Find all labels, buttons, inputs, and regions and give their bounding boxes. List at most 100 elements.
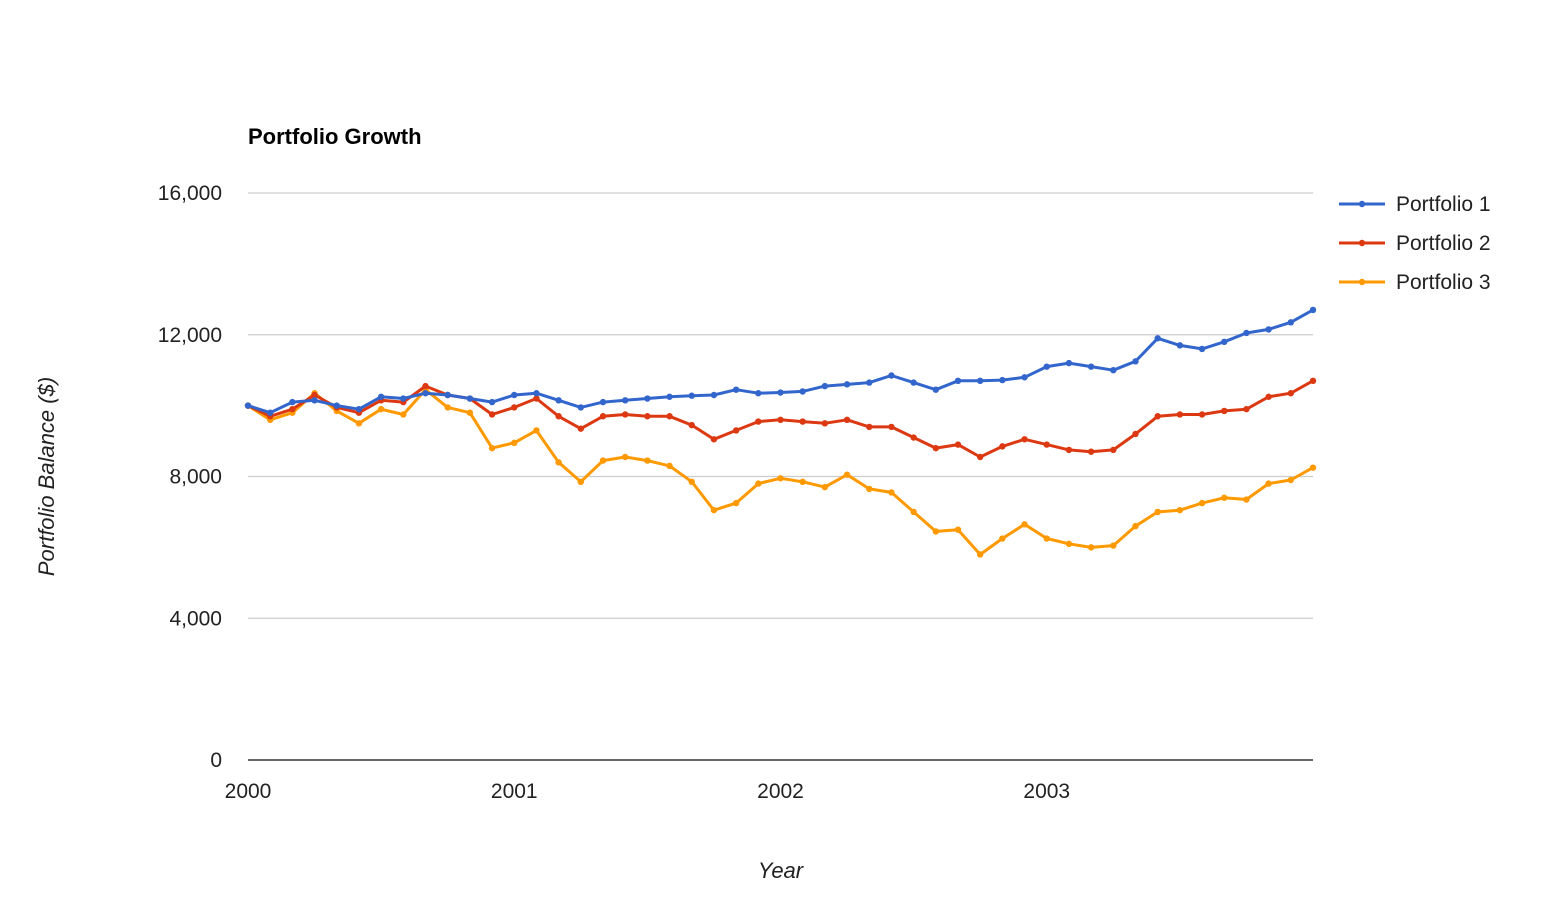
data-point <box>488 444 496 452</box>
data-point <box>666 413 673 420</box>
data-point <box>843 471 851 478</box>
data-point <box>1065 446 1073 454</box>
data-point <box>377 393 385 400</box>
data-point <box>355 405 363 413</box>
data-point <box>932 528 940 535</box>
x-tick-label: 2001 <box>491 780 538 803</box>
data-point <box>555 413 562 420</box>
data-point <box>1065 359 1073 367</box>
data-point <box>999 535 1006 542</box>
data-point <box>488 398 496 406</box>
data-point <box>289 405 296 413</box>
series-line <box>247 388 1314 556</box>
data-point <box>621 397 629 404</box>
data-point <box>599 457 607 464</box>
data-point <box>1065 540 1073 548</box>
data-point <box>954 526 962 533</box>
data-point <box>732 427 740 434</box>
data-point <box>1221 494 1228 501</box>
data-point <box>666 462 673 470</box>
data-point <box>466 395 474 402</box>
data-point <box>710 391 718 399</box>
data-point <box>1021 521 1028 528</box>
data-point <box>555 397 562 404</box>
legend-marker <box>1358 200 1366 208</box>
data-point <box>1110 542 1117 549</box>
data-point <box>1021 374 1028 381</box>
y-axis-title: Portfolio Balance ($) <box>34 377 59 576</box>
data-point <box>644 395 651 402</box>
data-point <box>732 499 740 507</box>
data-point <box>444 391 451 399</box>
data-point <box>1176 506 1184 514</box>
data-point <box>1265 480 1272 487</box>
data-point <box>621 411 629 418</box>
data-point <box>1287 390 1295 397</box>
data-point <box>821 483 829 491</box>
data-point <box>1176 411 1184 418</box>
data-point <box>1309 377 1317 385</box>
data-point <box>400 411 407 418</box>
data-point <box>888 372 895 379</box>
data-point <box>688 392 695 399</box>
data-point <box>466 409 474 416</box>
data-point <box>289 398 296 406</box>
data-point <box>1087 448 1095 455</box>
data-point <box>533 395 540 402</box>
data-point <box>777 389 784 396</box>
data-point <box>932 444 940 452</box>
data-point <box>1154 508 1161 516</box>
data-point <box>777 475 784 482</box>
data-point <box>710 436 718 443</box>
data-point <box>1132 430 1139 438</box>
data-point <box>910 508 917 516</box>
data-point <box>799 418 806 425</box>
data-point <box>1087 363 1095 370</box>
legend-marker <box>1358 239 1366 247</box>
x-axis-title: Year <box>758 858 805 883</box>
data-point <box>999 443 1006 450</box>
x-tick-label: 2000 <box>225 780 272 803</box>
data-point <box>422 382 429 390</box>
data-point <box>511 404 518 411</box>
y-tick-label: 16,000 <box>158 182 222 205</box>
y-tick-label: 8,000 <box>169 466 222 489</box>
chart-title: Portfolio Growth <box>248 124 422 149</box>
data-point <box>1265 326 1272 333</box>
data-point <box>266 409 274 416</box>
data-point <box>710 506 718 514</box>
data-point <box>1198 499 1206 507</box>
data-point <box>533 390 540 397</box>
data-point <box>1265 393 1272 400</box>
series-line <box>247 308 1314 415</box>
data-point <box>688 421 695 429</box>
data-point <box>644 413 651 420</box>
data-point <box>888 423 895 431</box>
data-point <box>1287 476 1295 484</box>
data-point <box>976 453 984 461</box>
y-tick-label: 4,000 <box>169 607 222 630</box>
data-point <box>244 402 252 409</box>
data-point <box>577 478 585 486</box>
data-point <box>1021 436 1028 443</box>
data-point <box>577 425 585 432</box>
data-point <box>400 395 407 402</box>
data-point <box>1087 544 1095 551</box>
data-point <box>755 418 762 425</box>
legend-label: Portfolio 3 <box>1396 271 1491 294</box>
data-point <box>311 391 318 399</box>
data-point <box>533 427 540 434</box>
data-point <box>910 379 917 386</box>
data-point <box>333 402 340 409</box>
data-point <box>1132 522 1139 530</box>
data-point <box>644 457 651 464</box>
data-point <box>866 423 873 431</box>
data-point <box>599 413 607 420</box>
data-point <box>355 420 363 427</box>
data-point <box>621 453 629 461</box>
data-point <box>1243 405 1250 413</box>
data-point <box>1110 446 1117 454</box>
data-point <box>866 379 873 386</box>
y-tick-label: 0 <box>210 749 222 772</box>
data-point <box>866 485 873 493</box>
